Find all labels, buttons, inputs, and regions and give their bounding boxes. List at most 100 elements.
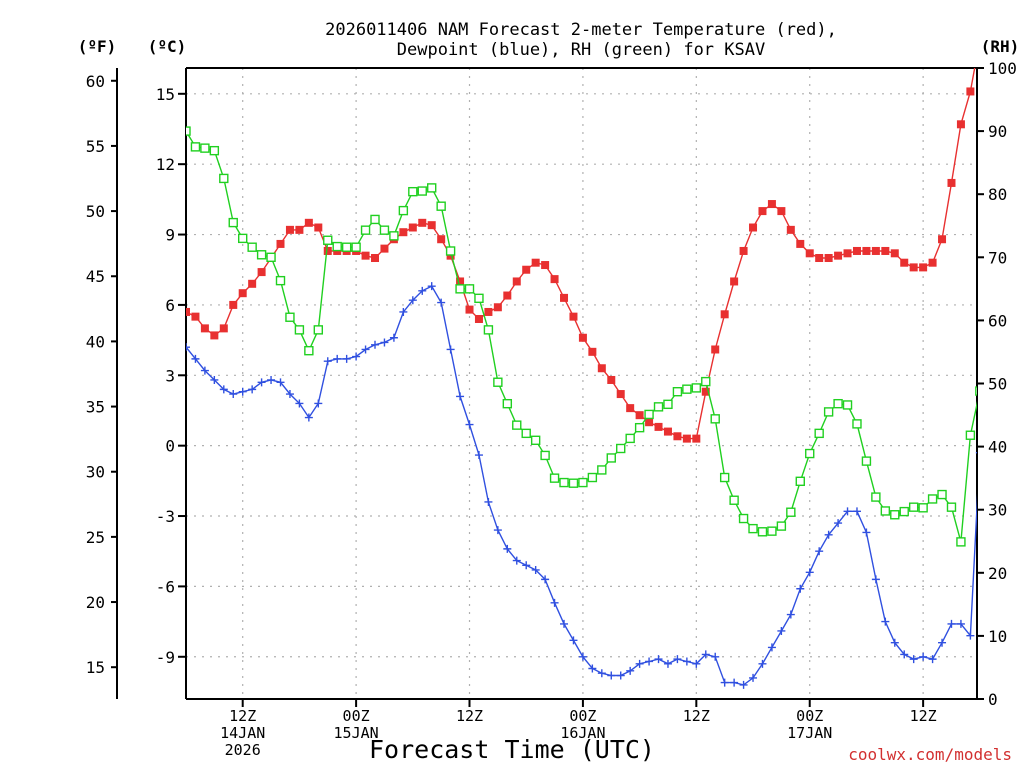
dewpoint-point [635, 659, 644, 668]
dewpoint-point [767, 643, 776, 652]
dewpoint-point [503, 544, 512, 553]
dewpoint-point [616, 671, 625, 680]
rh-point [209, 145, 220, 156]
rh-tick-label: 90 [988, 122, 1007, 141]
dewpoint-point [248, 385, 257, 394]
temperature-point [186, 307, 190, 316]
dewpoint-point [645, 657, 654, 666]
x-axis-label: Forecast Time (UTC) [369, 735, 655, 764]
temperature-point [531, 258, 540, 267]
dewpoint-point [824, 530, 833, 539]
temperature-point [730, 277, 739, 286]
temperature-point [484, 307, 493, 316]
temperature-point [843, 249, 852, 258]
rh-point [200, 143, 210, 153]
temperature-point [550, 275, 559, 284]
dewpoint-point [682, 657, 691, 666]
dewpoint-point [900, 650, 909, 659]
celsius-tick-label: 9 [165, 226, 175, 245]
rh-point [814, 428, 824, 439]
dewpoint-point [796, 584, 805, 593]
dewpoint-point [919, 652, 928, 661]
rh-point [323, 235, 333, 245]
temperature-point [711, 345, 720, 354]
temperature-point [692, 434, 701, 443]
fahrenheit-tick-label: 40 [86, 332, 105, 351]
rh-point [427, 183, 437, 193]
rh-point [644, 409, 654, 420]
temperature-point [597, 364, 606, 373]
dewpoint-point [928, 655, 937, 664]
temperature-point [701, 387, 710, 396]
celsius-tick-label: 15 [156, 85, 175, 104]
celsius-tick-label: 6 [165, 296, 175, 315]
rh-point [805, 448, 815, 459]
time-tick-label: 00Z [343, 707, 370, 725]
rh-tick-label: 0 [988, 690, 998, 709]
time-tick-label: 16JAN [560, 724, 605, 742]
temperature-point [663, 427, 672, 436]
temperature-point [257, 268, 266, 277]
celsius-tick-label: 0 [165, 437, 175, 456]
temperature-point [739, 246, 748, 255]
dewpoint-point [749, 673, 758, 682]
grid-lines [186, 68, 977, 699]
rh-point [842, 400, 853, 410]
chart-title-line-2: Dewpoint (blue), RH (green) for KSAV [397, 40, 765, 60]
rh-point [965, 430, 976, 440]
rh-point [899, 506, 909, 517]
temperature-point [191, 312, 200, 321]
dewpoint-point [446, 345, 455, 354]
temperature-point [314, 223, 323, 232]
dewpoint-point [730, 678, 739, 687]
temperature-point [616, 390, 625, 399]
dewpoint-point [843, 507, 852, 516]
temperature-point [219, 324, 228, 333]
dewpoint-point [285, 390, 294, 399]
time-tick-label: 12Z [910, 707, 937, 725]
dewpoint-point [512, 556, 521, 565]
time-tick-label: 14JAN [220, 724, 265, 742]
dewpoint-point [569, 636, 578, 645]
rh-point [332, 241, 342, 252]
dewpoint-point [909, 655, 918, 664]
celsius-axis: 15 12 9 6 3 0 -3 -6 -9 [156, 85, 186, 667]
rh-point [568, 478, 579, 488]
time-tick-label: 17JAN [787, 724, 832, 742]
rh-point [474, 293, 484, 304]
rh-point [956, 537, 966, 547]
rh-point [672, 387, 683, 397]
dewpoint-point [238, 387, 247, 396]
temperature-point [862, 246, 871, 255]
rh-point [389, 231, 399, 241]
rh-point [379, 225, 390, 235]
temperature-point [418, 218, 427, 227]
rh-point [285, 312, 295, 322]
dewpoint-point [560, 619, 569, 628]
temperature-point [304, 218, 313, 227]
rh-point [540, 450, 550, 461]
dewpoint-point [663, 659, 672, 668]
dewpoint-point [465, 420, 474, 429]
celsius-tick-label: -3 [156, 507, 175, 526]
dewpoint-point [186, 343, 190, 352]
rh-point [493, 377, 503, 387]
dewpoint-point [474, 451, 483, 460]
rh-point [738, 513, 749, 524]
dewpoint-point [777, 626, 786, 635]
temperature-point [474, 314, 483, 323]
dewpoint-point [805, 568, 814, 577]
rh-point [549, 473, 560, 483]
dewpoint-point [673, 655, 682, 664]
temperature-point [919, 263, 928, 272]
rh-point [729, 495, 739, 505]
temperature-point [456, 277, 465, 286]
dewpoint-point [352, 352, 361, 361]
fahrenheit-tick-label: 45 [86, 267, 105, 286]
rh-point [483, 325, 494, 335]
temperature-point [928, 258, 937, 267]
temperature-point [852, 246, 861, 255]
fahrenheit-axis: 60 55 50 45 40 35 30 25 20 15 [86, 72, 117, 677]
rh-point [682, 384, 692, 394]
rh-point [275, 275, 286, 286]
